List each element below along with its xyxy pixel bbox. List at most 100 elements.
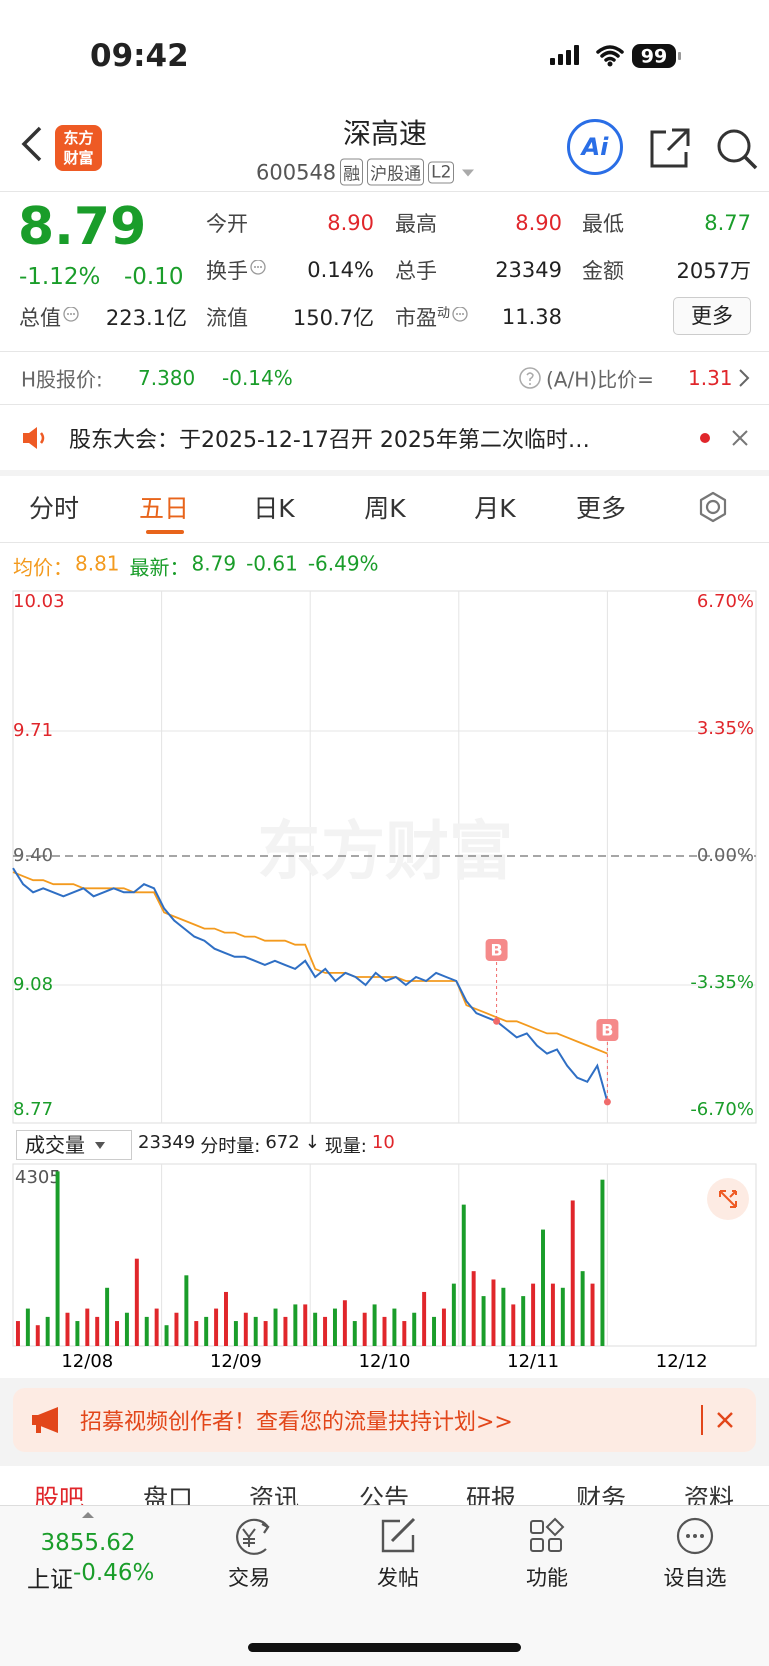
info-icon[interactable] [61,306,83,325]
stat-label: 最低 [582,212,624,236]
back[interactable] [18,122,48,166]
volume-bar [580,1271,585,1346]
vol-arrow: ↓ [304,1132,320,1153]
index[interactable]: 上证 -0.46% [27,1560,154,1594]
tab[interactable]: 五日 [138,494,190,523]
banner[interactable] [13,1388,756,1452]
x-tick-label: 12/12 [656,1351,708,1372]
h-change: -0.14% [222,366,293,390]
stat-value: 11.38 [501,305,562,329]
speaker [23,427,45,449]
volume-bar [600,1179,605,1346]
volume-bar [550,1283,555,1346]
dropdown [95,1142,105,1149]
change-pct: -1.12% [19,264,101,290]
x-tick-label: 12/09 [210,1351,262,1372]
tab[interactable]: 更多 [575,494,627,523]
info-icon[interactable] [450,306,472,325]
separator [0,470,769,476]
tab[interactable]: 日K [253,494,295,523]
tag: 沪股通 [367,158,425,186]
close[interactable] [715,1410,735,1430]
logo: 东方 财富 [55,125,102,171]
tab[interactable]: 分时 [28,494,80,523]
stat-value: 2057万 [676,259,751,283]
volume-bar [25,1308,30,1346]
stock-name: 深高速 [342,117,428,150]
volume-bar [45,1316,50,1346]
volume-bar [124,1312,129,1346]
action[interactable]: 发帖 [377,1566,419,1590]
stat-label: 最高 [395,212,437,236]
volume-bar [382,1316,387,1346]
volume-bar [471,1271,476,1346]
volume-bar [590,1283,595,1346]
volume-select[interactable]: 成交量 [16,1130,132,1160]
ah-label: (A/H)比价= [546,367,654,392]
annotation-dot [493,1017,501,1025]
dropdown[interactable] [458,166,478,178]
volume-bar [323,1316,328,1346]
volume-bar [243,1312,248,1346]
volume-bar [313,1312,318,1346]
ai-text: Ai [581,133,609,161]
volume-bar [392,1308,397,1346]
settings[interactable] [696,490,730,524]
change: -0.10 [124,264,184,290]
vol-minute: 672 [265,1132,300,1153]
volume-bar [570,1200,575,1346]
volume-bar [214,1308,219,1346]
tab[interactable]: 月K [474,494,516,523]
header-icons[interactable] [648,126,768,170]
action[interactable]: 交易 [228,1566,270,1590]
chevron[interactable] [736,366,752,390]
volume-bar [481,1296,486,1346]
volume-bar [293,1304,298,1346]
vol-minute-label: 分时量: [200,1136,261,1157]
y-tick-label: 9.40 [13,845,53,866]
x-tick-label: 12/11 [507,1351,559,1372]
ai-button[interactable]: Ai [567,119,623,175]
annotation-box [596,1019,619,1041]
expand[interactable] [706,1177,750,1221]
volume-bar [85,1308,90,1346]
stat-value: 223.1亿 [105,306,187,330]
volume-bar [273,1308,278,1346]
volume-bar [184,1275,189,1346]
volume-bar [134,1258,139,1346]
tab-underline [146,530,184,534]
series-line [12,867,609,1103]
more-button[interactable]: 更多 [673,297,751,335]
legend-label: 最新： [129,555,190,580]
help-icon[interactable] [518,366,542,390]
chart-legend: 均价： 8.81 最新： 8.79 -0.61 -6.49% [13,552,379,581]
x-tick-label: 12/08 [61,1351,113,1372]
bottom-bar [0,1505,769,1666]
stat-label: 市盈动 [395,302,472,332]
tag: L2 [428,161,455,183]
close[interactable] [730,428,750,448]
stat-sup: 动 [437,306,451,321]
action[interactable]: 设自选 [663,1566,727,1590]
volume-bar [560,1287,565,1346]
volume-bar [233,1321,238,1346]
volume-bar [224,1291,228,1346]
volume-bar [362,1312,367,1346]
volume-bar [204,1316,209,1346]
volume-bar [342,1300,347,1346]
info-icon[interactable] [248,259,270,278]
volume-bar [422,1291,427,1346]
notice[interactable]: 股东大会：于2025-12-17召开 2025年第二次临时… [69,428,590,453]
stat-value: 0.14% [307,258,374,282]
volume-bar [541,1229,545,1346]
tab[interactable]: 周K [364,494,406,523]
stat-label: 流值 [206,306,248,330]
volume-bar [451,1283,456,1346]
index-value[interactable]: 3855.62 [40,1530,136,1556]
action[interactable]: 功能 [526,1566,568,1590]
y2-tick-label: 3.35% [697,718,754,739]
stat-label: 换手 [206,255,270,285]
vol-total: 23349 [138,1132,196,1153]
stat-value: 23349 [495,258,562,282]
